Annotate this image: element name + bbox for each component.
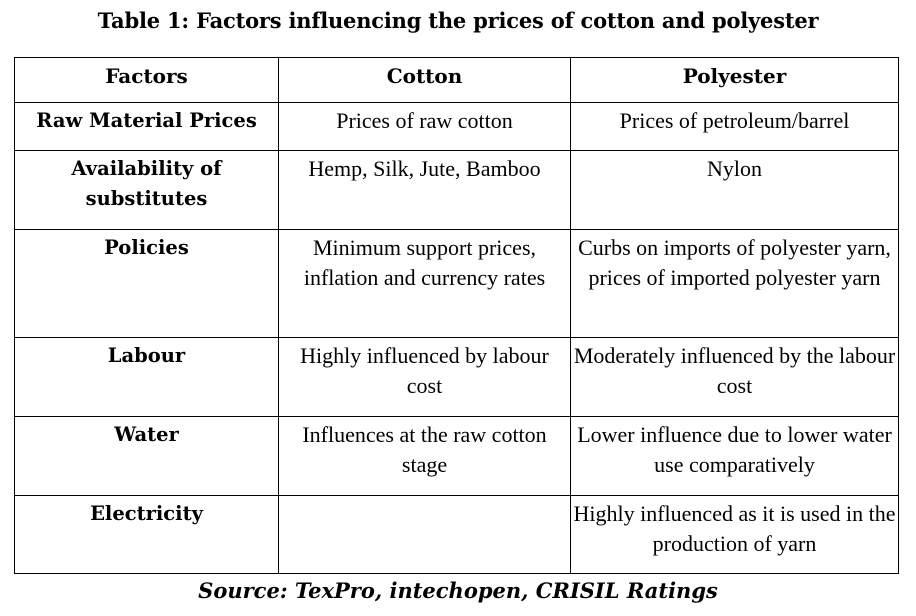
cotton-cell: Influences at the raw cotton stage <box>278 416 571 496</box>
polyester-cell: Prices of petroleum/barrel <box>570 102 899 151</box>
polyester-cell: Moderately influenced by the labour cost <box>570 337 899 417</box>
factors-table: Factors Cotton Polyester Raw Material Pr… <box>14 57 899 574</box>
cotton-cell: Hemp, Silk, Jute, Bamboo <box>278 150 571 230</box>
polyester-cell: Lower influence due to lower water use c… <box>570 416 899 496</box>
polyester-cell: Curbs on imports of polyester yarn, pric… <box>570 229 899 338</box>
factor-cell: Electricity <box>14 495 279 574</box>
table-row: Electricity Highly influenced as it is u… <box>14 495 899 574</box>
cotton-cell <box>278 495 571 574</box>
table-row: Availability of substitutes Hemp, Silk, … <box>14 150 899 230</box>
factor-cell: Labour <box>14 337 279 417</box>
polyester-cell: Nylon <box>570 150 899 230</box>
table-title: Table 1: Factors influencing the prices … <box>97 8 819 33</box>
factor-cell: Water <box>14 416 279 496</box>
source-caption: Source: TexPro, intechopen, CRISIL Ratin… <box>198 578 718 603</box>
cotton-cell: Prices of raw cotton <box>278 102 571 151</box>
cotton-cell: Highly influenced by labour cost <box>278 337 571 417</box>
table-row: Policies Minimum support prices, inflati… <box>14 229 899 338</box>
factor-cell: Policies <box>14 229 279 338</box>
header-polyester: Polyester <box>570 57 899 103</box>
header-factors: Factors <box>14 57 279 103</box>
table-row: Water Influences at the raw cotton stage… <box>14 416 899 496</box>
factor-cell: Availability of substitutes <box>14 150 279 230</box>
factor-cell: Raw Material Prices <box>14 102 279 151</box>
table-header-row: Factors Cotton Polyester <box>14 57 899 103</box>
header-cotton: Cotton <box>278 57 571 103</box>
polyester-cell: Highly influenced as it is used in the p… <box>570 495 899 574</box>
cotton-cell: Minimum support prices, inflation and cu… <box>278 229 571 338</box>
table-row: Labour Highly influenced by labour cost … <box>14 337 899 417</box>
table-row: Raw Material Prices Prices of raw cotton… <box>14 102 899 151</box>
